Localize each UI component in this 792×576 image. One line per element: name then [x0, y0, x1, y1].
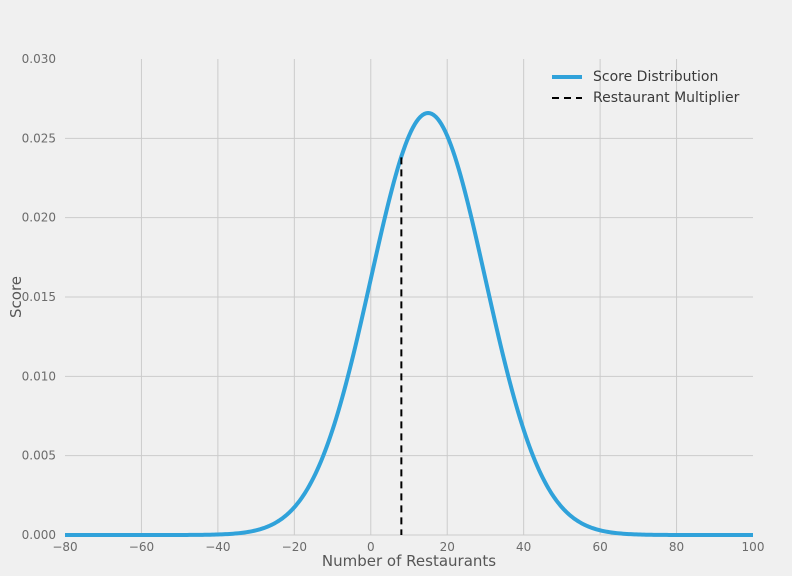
- legend-item-score-distribution: Score Distribution: [552, 66, 739, 87]
- y-tick-label: 0.005: [22, 449, 56, 463]
- x-tick-label: −40: [205, 540, 230, 554]
- score-distribution-curve: [64, 111, 754, 537]
- x-tick-label: 20: [440, 540, 455, 554]
- x-tick-label: 80: [669, 540, 684, 554]
- y-tick-label: 0.030: [22, 52, 56, 66]
- y-tick-label: 0.000: [22, 528, 56, 542]
- y-tick-label: 0.015: [22, 290, 56, 304]
- x-tick-label: 40: [516, 540, 531, 554]
- legend-dashed-line-swatch: [552, 96, 582, 99]
- y-tick-label: 0.010: [22, 369, 56, 383]
- x-tick-label: 100: [742, 540, 765, 554]
- x-axis-label: Number of Restaurants: [321, 552, 497, 570]
- y-axis-label: Score: [7, 275, 25, 319]
- y-tick-label: 0.025: [22, 131, 56, 145]
- legend-label-score-distribution: Score Distribution: [593, 68, 719, 85]
- x-tick-label: −20: [282, 540, 307, 554]
- x-tick-label: 0: [367, 540, 375, 554]
- y-tick-label: 0.020: [22, 211, 56, 225]
- legend-item-restaurant-multiplier: Restaurant Multiplier: [552, 87, 739, 108]
- legend-solid-line-swatch: [552, 74, 582, 79]
- x-tick-label: −80: [52, 540, 77, 554]
- legend: Score Distribution Restaurant Multiplier: [552, 66, 739, 108]
- x-tick-label: 60: [592, 540, 607, 554]
- x-tick-label: −60: [129, 540, 154, 554]
- legend-label-restaurant-multiplier: Restaurant Multiplier: [593, 89, 740, 106]
